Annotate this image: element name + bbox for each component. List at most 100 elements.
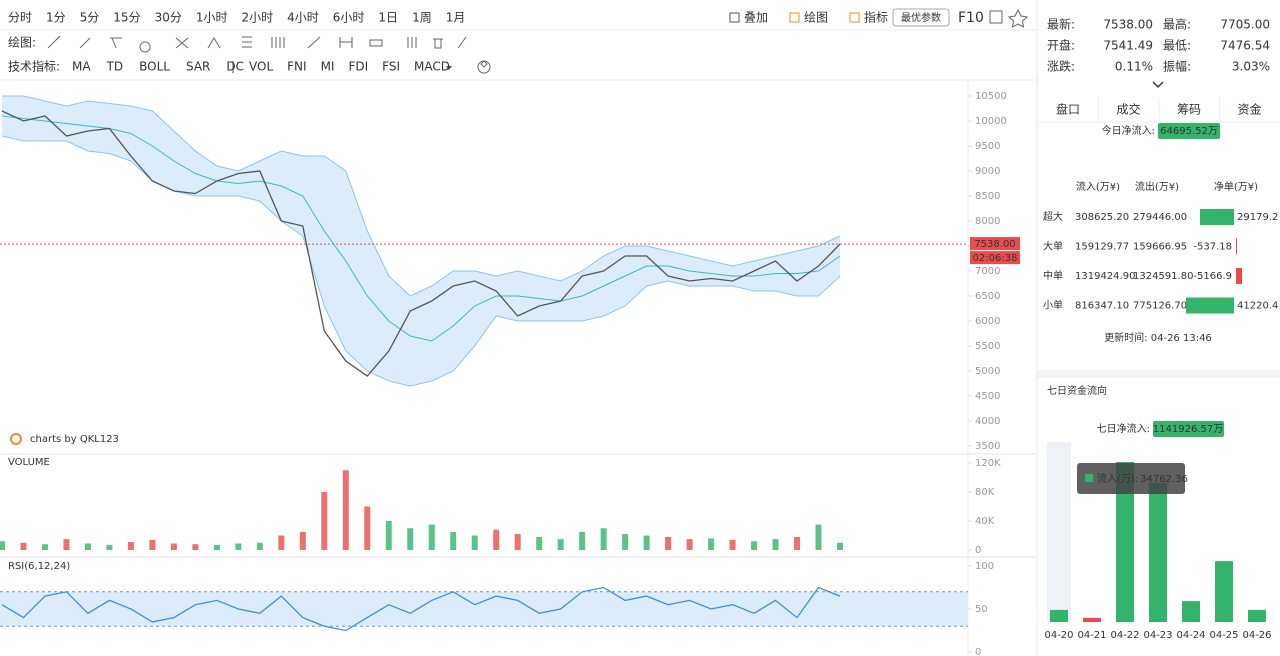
timeframe[interactable]: 4小时 <box>287 11 319 25</box>
action[interactable]: 指标 <box>864 10 888 25</box>
f10[interactable]: F10 <box>958 10 984 26</box>
timeframe[interactable]: 5分 <box>80 11 100 25</box>
tab[interactable]: 筹码 <box>1177 103 1201 117</box>
y-tick-label: 9500 <box>975 141 1000 152</box>
flow-bar[interactable] <box>1083 617 1101 622</box>
volume-bar <box>772 539 779 550</box>
y-tick-label: 7000 <box>975 266 1000 277</box>
quote-value: 0.11% <box>1115 60 1153 74</box>
today-label: 今日净流入: <box>1102 124 1155 137</box>
volume-bar <box>106 544 113 550</box>
indicator[interactable]: MI <box>321 60 335 74</box>
y-tick-label: 6000 <box>975 316 1000 327</box>
volume-bar <box>192 544 199 550</box>
panel-title: VOLUME <box>8 457 50 468</box>
action[interactable]: 绘图 <box>804 10 828 25</box>
net-value: -537.18 <box>1193 242 1232 253</box>
volume-bar <box>299 531 306 550</box>
watermark: charts by QKL123 <box>30 434 119 445</box>
timeframe[interactable]: 1小时 <box>196 11 228 25</box>
flow-bar[interactable] <box>1116 462 1134 622</box>
tab[interactable]: 资金 <box>1237 102 1261 117</box>
best-params-button[interactable] <box>892 8 950 27</box>
indicator[interactable]: FDI <box>348 60 368 74</box>
quote-label: 最低: <box>1163 39 1191 53</box>
indicator[interactable]: DC <box>226 60 244 74</box>
flow-bar[interactable] <box>1215 561 1233 622</box>
rsi-line <box>1 586 841 632</box>
volume-bar <box>729 539 736 550</box>
settings-icon[interactable] <box>477 60 491 74</box>
best-params[interactable]: 最优参数 <box>901 11 941 24</box>
x-tick-label: 04-23 <box>1143 630 1172 641</box>
timeframe[interactable]: 1周 <box>412 11 432 25</box>
action[interactable]: 叠加 <box>744 11 768 25</box>
timeframe[interactable]: 30分 <box>155 11 182 25</box>
inflow: 1319424.90 <box>1075 271 1135 282</box>
price-tag <box>970 237 1020 251</box>
badge <box>1153 421 1224 437</box>
indicator[interactable]: VOL <box>249 60 273 74</box>
x-tick-label: 04-24 <box>1176 630 1205 641</box>
outflow: 1324591.80 <box>1133 271 1193 282</box>
y-tick-label: 5500 <box>975 341 1000 352</box>
indicator[interactable]: SAR <box>186 60 210 74</box>
volume-bar <box>127 542 134 550</box>
timeframe[interactable]: 6小时 <box>333 11 365 25</box>
indicator[interactable]: FSI <box>382 60 400 74</box>
y-tick-label: 4000 <box>975 416 1000 427</box>
volume-bar <box>20 542 27 550</box>
dropdown-arrow[interactable] <box>446 66 452 70</box>
volume-bar <box>557 539 564 550</box>
y-tick-label: 100 <box>975 561 994 572</box>
indicator[interactable]: MACD <box>414 60 450 74</box>
outflow: 279446.00 <box>1133 212 1187 223</box>
fullscreen-icon[interactable] <box>989 10 1003 24</box>
star-icon[interactable] <box>1007 8 1029 28</box>
flow-bar[interactable] <box>1182 601 1200 622</box>
tooltip-value: 34762.36 <box>1140 474 1188 485</box>
volume-bar <box>428 524 435 550</box>
indicator[interactable]: BOLL <box>139 60 170 74</box>
timeframe[interactable]: 1日 <box>378 11 398 25</box>
flow-bar[interactable] <box>1248 609 1266 622</box>
today-value: 64695.52万 <box>1160 126 1218 137</box>
draw-tools[interactable] <box>47 35 467 53</box>
tab[interactable]: 成交 <box>1116 102 1140 117</box>
net-bar <box>1236 238 1237 255</box>
flow-bar[interactable] <box>1050 609 1068 622</box>
volume-bar <box>450 531 457 550</box>
timeframe[interactable]: 1月 <box>446 11 466 25</box>
quote-value: 7538.00 <box>1103 18 1153 32</box>
outflow: 159666.95 <box>1133 242 1187 253</box>
timeframe[interactable]: 15分 <box>113 11 140 25</box>
volume-bar <box>514 534 521 550</box>
indicator[interactable]: FNI <box>287 60 306 74</box>
y-tick-label: 4500 <box>975 391 1000 402</box>
indicator[interactable]: TD <box>106 60 124 74</box>
timeframe[interactable]: 2小时 <box>242 11 274 25</box>
indicator[interactable]: MA <box>72 60 91 74</box>
x-tick-label: 04-20 <box>1044 630 1073 641</box>
y-tick-label: 0 <box>975 545 981 556</box>
volume-bar <box>471 535 478 550</box>
expand-chevron[interactable] <box>1152 81 1164 89</box>
y-tick-label: 9000 <box>975 166 1000 177</box>
tab[interactable]: 盘口 <box>1056 102 1080 117</box>
volume-bar <box>579 531 586 550</box>
quote-value: 7705.00 <box>1220 18 1270 32</box>
volume-bar <box>622 534 629 550</box>
quote-value: 7476.54 <box>1220 39 1270 53</box>
countdown: 02:06:38 <box>973 253 1018 264</box>
flow-bar[interactable] <box>1149 482 1167 622</box>
x-tick-label: 04-22 <box>1110 630 1139 641</box>
quote-label: 最新: <box>1047 17 1075 32</box>
logo <box>10 433 22 445</box>
timeframe[interactable]: 分时 <box>8 11 32 25</box>
inflow: 308625.20 <box>1075 212 1129 223</box>
timeframe[interactable]: 1分 <box>46 11 66 25</box>
y-tick-label: 10500 <box>975 91 1007 102</box>
volume-bar <box>0 541 5 550</box>
hover-highlight <box>1047 442 1071 622</box>
